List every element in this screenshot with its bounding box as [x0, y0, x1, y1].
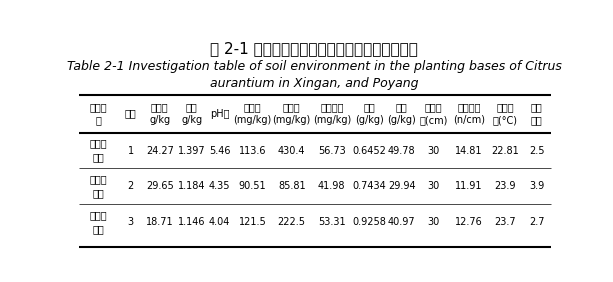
Text: 速效钾: 速效钾	[283, 103, 300, 113]
Text: 56.73: 56.73	[318, 146, 346, 156]
Text: 113.6: 113.6	[238, 146, 266, 156]
Text: 树区: 树区	[93, 224, 104, 234]
Text: 2.7: 2.7	[529, 217, 544, 227]
Text: 全钾: 全钾	[396, 103, 408, 113]
Text: 表 2-1 新干、鄱阳枳壳种植基地土壤环境调查表: 表 2-1 新干、鄱阳枳壳种植基地土壤环境调查表	[210, 41, 418, 56]
Text: 基地名: 基地名	[90, 103, 107, 113]
Text: 采样深: 采样深	[425, 103, 443, 113]
Text: 18.71: 18.71	[146, 217, 173, 227]
Text: 24.27: 24.27	[146, 146, 173, 156]
Text: 30: 30	[427, 146, 440, 156]
Text: g/kg: g/kg	[181, 115, 202, 125]
Text: 有效磷: 有效磷	[243, 103, 261, 113]
Text: 土壤硬度: 土壤硬度	[457, 103, 481, 113]
Text: 430.4: 430.4	[278, 146, 305, 156]
Text: 新干大: 新干大	[90, 175, 107, 184]
Text: 85.81: 85.81	[278, 181, 305, 191]
Text: 40.97: 40.97	[388, 217, 416, 227]
Text: 全磷: 全磷	[364, 103, 375, 113]
Text: (n/cm): (n/cm)	[453, 115, 485, 125]
Text: 1: 1	[128, 146, 134, 156]
Text: 土壤: 土壤	[531, 103, 543, 113]
Text: 1.184: 1.184	[178, 181, 205, 191]
Text: 11.91: 11.91	[455, 181, 482, 191]
Text: 新干小: 新干小	[90, 210, 107, 220]
Text: 53.31: 53.31	[318, 217, 346, 227]
Text: 度(°C): 度(°C)	[493, 115, 518, 125]
Text: 30: 30	[427, 181, 440, 191]
Text: 4.04: 4.04	[209, 217, 230, 227]
Text: 22.81: 22.81	[492, 146, 519, 156]
Text: 度(cm): 度(cm)	[419, 115, 447, 125]
Text: 222.5: 222.5	[278, 217, 306, 227]
Text: (mg/kg): (mg/kg)	[313, 115, 351, 125]
Text: (mg/kg): (mg/kg)	[273, 115, 311, 125]
Text: 12.76: 12.76	[455, 217, 483, 227]
Text: 2.5: 2.5	[529, 146, 544, 156]
Text: 3.9: 3.9	[529, 181, 544, 191]
Text: 编号: 编号	[124, 109, 137, 119]
Text: 90.51: 90.51	[238, 181, 266, 191]
Text: 树区: 树区	[93, 188, 104, 198]
Text: 土壤温: 土壤温	[497, 103, 514, 113]
Text: aurantium in Xingan, and Poyang: aurantium in Xingan, and Poyang	[210, 77, 419, 90]
Text: 0.9258: 0.9258	[352, 217, 386, 227]
Text: 1.146: 1.146	[178, 217, 205, 227]
Text: 0.6452: 0.6452	[352, 146, 386, 156]
Text: 称: 称	[96, 115, 102, 125]
Text: 5.46: 5.46	[209, 146, 230, 156]
Text: 水解性氮: 水解性氮	[320, 103, 343, 113]
Text: (g/kg): (g/kg)	[355, 115, 384, 125]
Text: 鄱阳元: 鄱阳元	[90, 139, 107, 149]
Text: 4.35: 4.35	[209, 181, 230, 191]
Text: 29.94: 29.94	[388, 181, 416, 191]
Text: 49.78: 49.78	[388, 146, 416, 156]
Text: pH值: pH值	[210, 109, 229, 119]
Text: 23.9: 23.9	[495, 181, 516, 191]
Text: 全氮: 全氮	[186, 103, 197, 113]
Text: 14.81: 14.81	[455, 146, 482, 156]
Text: 29.65: 29.65	[146, 181, 173, 191]
Text: (g/kg): (g/kg)	[387, 115, 416, 125]
Text: 3: 3	[128, 217, 134, 227]
Text: 2: 2	[128, 181, 134, 191]
Text: g/kg: g/kg	[149, 115, 170, 125]
Text: 121.5: 121.5	[238, 217, 266, 227]
Text: 宝山: 宝山	[93, 153, 104, 162]
Text: 23.7: 23.7	[495, 217, 516, 227]
Text: (mg/kg): (mg/kg)	[234, 115, 272, 125]
Text: 0.7434: 0.7434	[352, 181, 386, 191]
Text: 1.397: 1.397	[178, 146, 205, 156]
Text: 30: 30	[427, 217, 440, 227]
Text: Table 2-1 Investigation table of soil environment in the planting bases of Citru: Table 2-1 Investigation table of soil en…	[67, 60, 562, 73]
Text: 水分: 水分	[531, 115, 543, 125]
Text: 有机质: 有机质	[151, 103, 169, 113]
Text: 41.98: 41.98	[318, 181, 346, 191]
